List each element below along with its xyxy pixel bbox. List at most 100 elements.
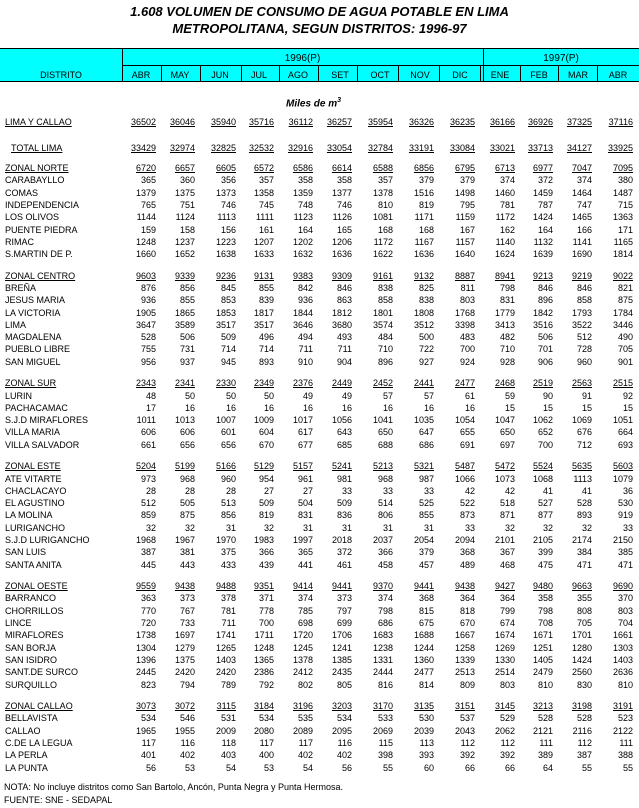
cell: 1487	[612, 187, 633, 198]
cell: 1967	[174, 535, 195, 545]
cell: 873	[459, 510, 475, 521]
cell: 3151	[454, 701, 475, 711]
cell: 1970	[215, 535, 236, 545]
cell: 60	[423, 762, 434, 773]
cell: 647	[418, 427, 434, 438]
cell: 708	[537, 618, 553, 628]
cell: 358	[336, 175, 352, 186]
cell: 161	[258, 224, 274, 235]
cell: 1359	[292, 187, 313, 198]
cell: 375	[220, 547, 236, 558]
cell: 798	[499, 282, 515, 293]
cell: 48	[145, 390, 156, 401]
cell: 33084	[449, 143, 475, 153]
cell: 1465	[571, 212, 592, 223]
cell: 2449	[331, 378, 352, 389]
cell: 112	[460, 737, 475, 748]
cell: 805	[336, 679, 352, 690]
cell: 9480	[532, 581, 553, 592]
cell: 32	[184, 522, 195, 533]
cell: 3517	[215, 319, 236, 330]
cell: 49	[341, 390, 352, 401]
cell: 2080	[253, 725, 274, 736]
cell: 927	[418, 356, 434, 367]
cell: 41	[542, 485, 553, 496]
cell: 3115	[216, 701, 236, 711]
cell: 650	[499, 427, 515, 438]
cell: 534	[140, 713, 156, 724]
cell: 722	[418, 344, 434, 355]
cell: 370	[617, 593, 633, 604]
cell: 2563	[571, 378, 592, 389]
cell: 111	[619, 737, 633, 748]
cell: 1812	[331, 307, 352, 318]
cell: 910	[297, 356, 313, 367]
cell: 6588	[372, 163, 393, 173]
cell: 32	[504, 522, 515, 533]
cell: 670	[459, 618, 475, 628]
cell: 893	[258, 356, 274, 367]
cell: 53	[184, 762, 195, 773]
cell: 41	[581, 485, 592, 496]
cell: 535	[297, 713, 313, 724]
header-separator	[597, 65, 598, 81]
cell: 374	[377, 593, 393, 604]
cell: 842	[297, 282, 313, 293]
cell: 3196	[292, 701, 313, 711]
header-month: JUL	[250, 70, 267, 80]
row-label: SAN BORJA	[5, 642, 57, 653]
cell: 846	[576, 282, 592, 293]
cell: 606	[140, 427, 156, 438]
cell: 1379	[135, 187, 156, 198]
cell: 1113	[573, 473, 592, 484]
cell: 9161	[372, 270, 393, 281]
cell: 803	[459, 295, 475, 306]
cell: 3522	[571, 319, 592, 330]
header-month: NOV	[410, 70, 430, 80]
cell: 112	[577, 737, 592, 748]
cell: 3516	[532, 319, 553, 330]
cell: 159	[140, 224, 156, 235]
cell: 8887	[454, 270, 475, 281]
cell: 523	[617, 713, 633, 724]
cell: 1622	[372, 249, 393, 260]
cell: 1375	[174, 187, 195, 198]
cell: 2445	[135, 667, 156, 678]
cell: 1844	[292, 307, 313, 318]
row-label: VILLA MARIA	[5, 427, 61, 438]
cell: 858	[377, 295, 393, 306]
cell: 534	[336, 713, 352, 724]
cell: 15	[504, 402, 515, 413]
cell: 505	[179, 498, 195, 509]
cell: 1066	[454, 473, 475, 484]
row-label: JESUS MARIA	[5, 295, 66, 306]
cell: 3680	[331, 319, 352, 330]
cell: 64	[542, 762, 553, 773]
cell: 92	[622, 390, 633, 401]
cell: 803	[499, 679, 515, 690]
cell: 661	[140, 439, 156, 450]
cell: 530	[418, 713, 434, 724]
cell: 617	[297, 427, 313, 438]
cell: 5199	[174, 461, 195, 472]
cell: 1079	[612, 473, 633, 484]
row-label: SURQUILLO	[5, 679, 58, 690]
cell: 42	[504, 485, 515, 496]
header-year: 1997(P)	[543, 53, 579, 64]
cell: 1955	[174, 725, 195, 736]
unit-sup: 3	[337, 97, 342, 104]
row-label: LIMA	[5, 319, 27, 330]
cell: 1265	[215, 642, 236, 653]
cell: 1697	[174, 630, 195, 641]
header-separator	[200, 65, 201, 81]
cell: 6856	[413, 163, 434, 173]
cell: 1279	[174, 642, 195, 653]
cell: 518	[499, 498, 515, 509]
cell: 527	[537, 498, 553, 509]
cell: 789	[220, 679, 236, 690]
cell: 7095	[612, 163, 633, 173]
cell: 601	[220, 427, 236, 438]
cell: 66	[504, 762, 515, 773]
cell: 811	[460, 282, 475, 293]
cell: 28	[184, 485, 195, 496]
